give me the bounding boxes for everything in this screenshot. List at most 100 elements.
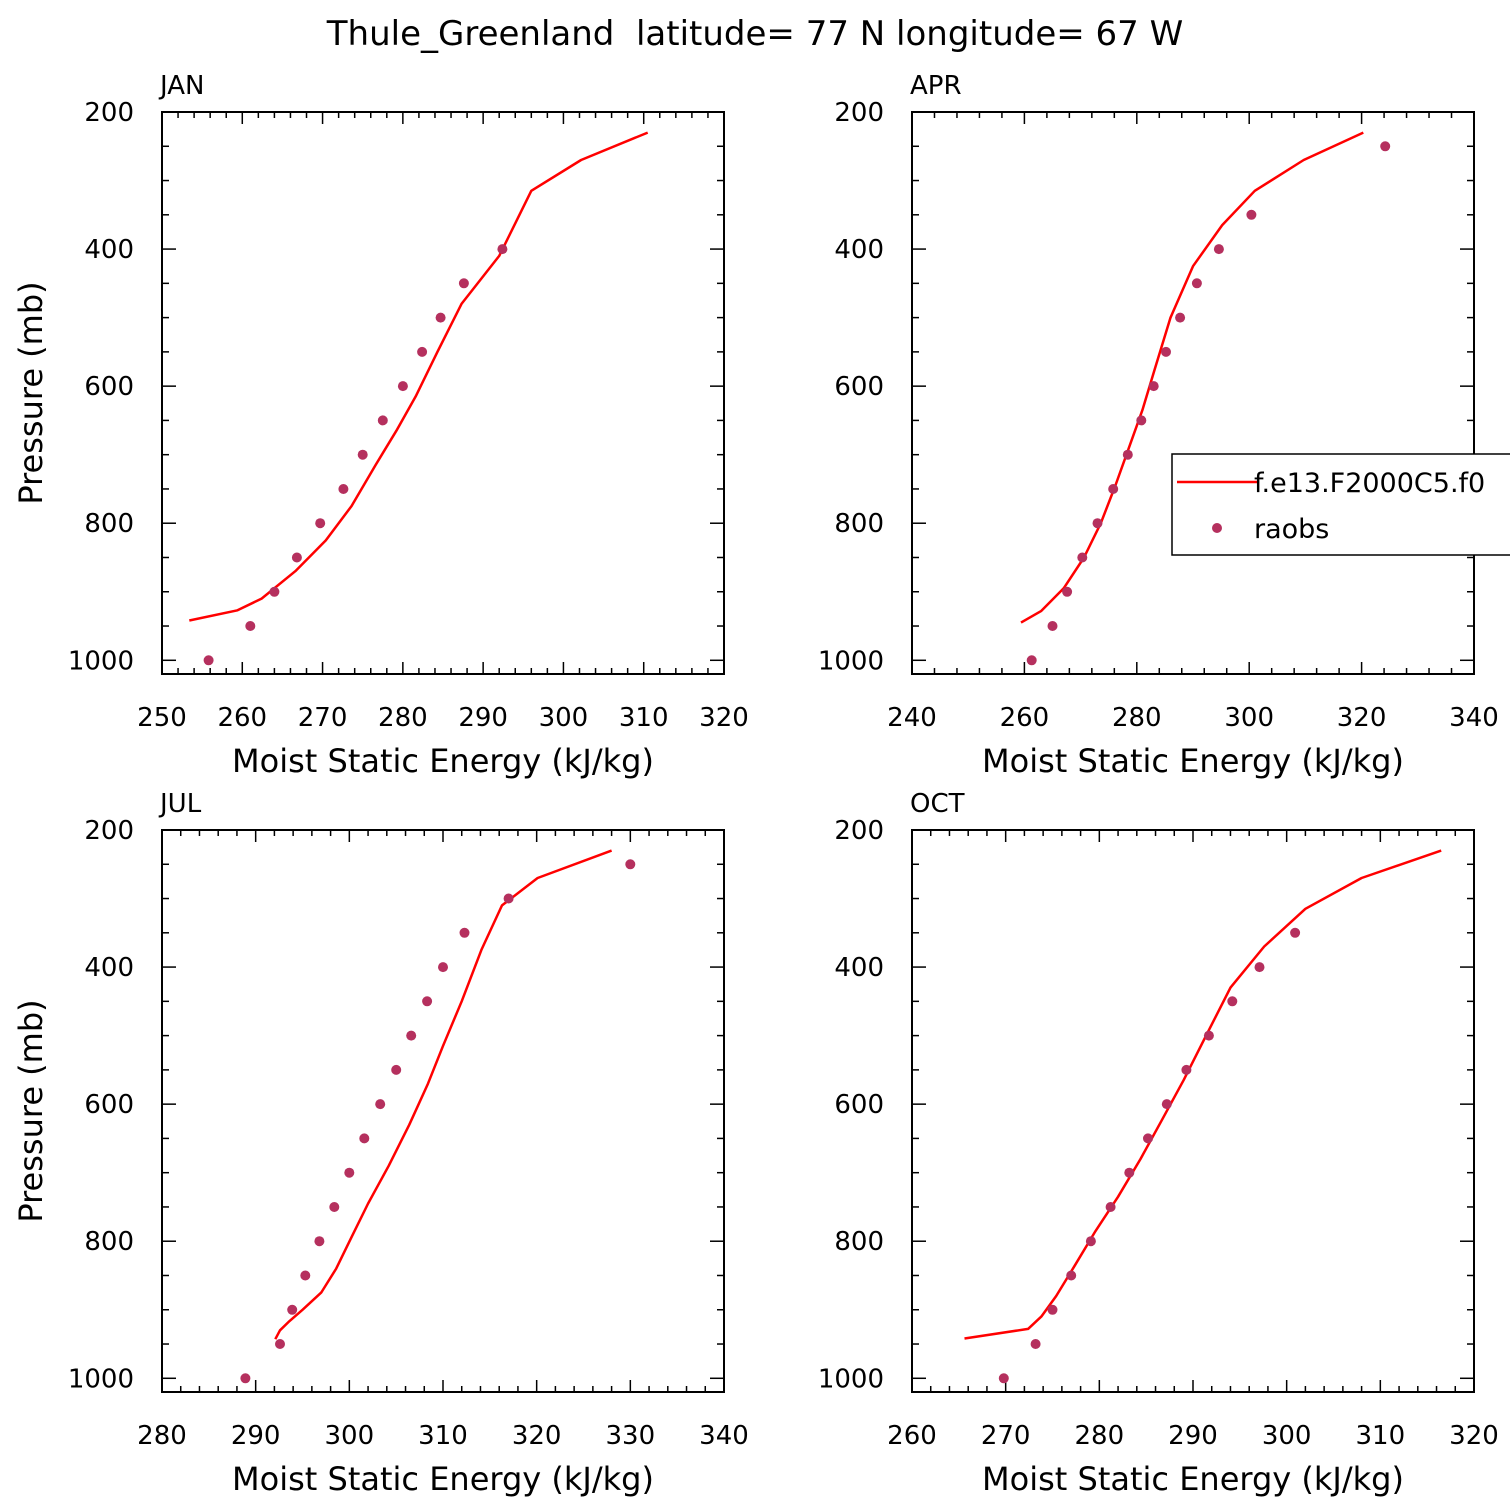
plot-frame [161, 829, 725, 1393]
raobs-point [275, 1339, 285, 1349]
y-axis-label: Pressure (mb) [12, 999, 50, 1222]
raobs-point [269, 586, 280, 597]
legend: f.e13.F2000C5.f0 raobs [1171, 453, 1510, 556]
raobs-point [998, 1373, 1009, 1384]
raobs-point [397, 381, 408, 392]
x-tick-label: 260 [217, 703, 267, 733]
y-tick-label: 400 [84, 235, 134, 265]
x-tick-label: 310 [619, 703, 669, 733]
raobs-point [300, 1270, 311, 1281]
y-tick-label: 600 [834, 1090, 884, 1120]
raobs-point [291, 552, 302, 563]
raobs-point [1246, 209, 1257, 220]
panel-label: OCT [910, 789, 965, 819]
y-tick-label: 1000 [818, 646, 884, 676]
x-axis-label: Moist Static Energy (kJ/kg) [982, 1460, 1404, 1498]
raobs-point [1136, 415, 1147, 426]
raobs-point [458, 278, 469, 289]
x-tick-label: 240 [887, 703, 937, 733]
raobs-point [1030, 1339, 1041, 1349]
raobs-point [1062, 586, 1073, 597]
raobs-point [1105, 1202, 1116, 1212]
raobs-point [1227, 996, 1238, 1007]
y-tick-label: 800 [834, 1227, 884, 1257]
raobs-point [1122, 449, 1133, 460]
raobs-point [625, 859, 636, 870]
panel-oct: 260 270 280 290 300 310 320 200 400 600 800 1000 OCT… [818, 789, 1499, 1498]
raobs-point [1085, 1236, 1096, 1247]
x-tick-label: 300 [1262, 1421, 1312, 1451]
x-tick-label: 340 [699, 1421, 749, 1451]
raobs-point [1108, 484, 1119, 494]
x-tick-label: 250 [137, 703, 187, 733]
model-profile-line [964, 849, 1442, 1340]
raobs-point [438, 962, 448, 973]
x-tick-label: 290 [1168, 1421, 1218, 1451]
y-tick-label: 600 [84, 1090, 134, 1120]
raobs-point [1191, 278, 1202, 289]
raobs-point [344, 1167, 355, 1178]
raobs-point [203, 655, 214, 666]
raobs-point [359, 1133, 370, 1144]
x-tick-label: 280 [1112, 703, 1162, 733]
panel-label: JAN [158, 71, 204, 101]
raobs-point [1161, 346, 1171, 357]
raobs-point [377, 415, 388, 426]
figure-title: Thule_Greenland latitude= 77 N longitude… [326, 14, 1183, 54]
x-tick-label: 270 [981, 1421, 1031, 1451]
x-tick-label: 280 [378, 703, 428, 733]
y-tick-label: 600 [834, 372, 884, 402]
y-tick-label: 200 [834, 816, 884, 846]
y-axis-label: Pressure (mb) [12, 281, 50, 504]
panel-label: JUL [158, 789, 202, 819]
y-tick-label: 800 [84, 1227, 134, 1257]
raobs-point [1181, 1064, 1192, 1075]
raobs-point [1203, 1030, 1214, 1041]
x-tick-label: 300 [539, 703, 589, 733]
y-tick-label: 200 [84, 98, 134, 128]
raobs-point [391, 1064, 402, 1075]
x-tick-label: 320 [512, 1421, 562, 1451]
y-tick-label: 400 [84, 953, 134, 983]
plot-frame [161, 111, 725, 675]
raobs-point [406, 1030, 417, 1041]
y-tick-label: 600 [84, 372, 134, 402]
model-profile-line [189, 131, 649, 622]
raobs-point [1175, 312, 1186, 323]
panel-apr: 240 260 280 300 320 340 200 400 600 800 1000 APR Moi… [818, 71, 1499, 780]
raobs-point [315, 518, 326, 529]
legend-label-model: f.e13.F2000C5.f0 [1254, 468, 1485, 499]
y-tick-label: 800 [84, 509, 134, 539]
raobs-point [1213, 244, 1224, 255]
plot-frame [911, 111, 1475, 675]
panel-jan: 250 260 270 280 290 300 310 320 200 400 600 800 1000… [12, 71, 749, 780]
raobs-point [497, 244, 508, 255]
legend-box [1171, 453, 1510, 556]
raobs-point [338, 484, 349, 494]
raobs-point [314, 1236, 325, 1247]
x-tick-label: 300 [1224, 703, 1274, 733]
raobs-point [1047, 621, 1058, 631]
raobs-point [1124, 1167, 1135, 1178]
raobs-point [1026, 655, 1037, 666]
raobs-point [503, 893, 514, 904]
x-tick-label: 280 [1075, 1421, 1125, 1451]
y-tick-label: 1000 [68, 1364, 134, 1394]
raobs-point [1148, 381, 1159, 392]
y-tick-label: 1000 [68, 646, 134, 676]
raobs-point [459, 927, 470, 938]
raobs-point [1066, 1270, 1077, 1281]
raobs-point [357, 449, 368, 460]
model-profile-line [1020, 131, 1364, 624]
model-profile-line [274, 849, 613, 1340]
x-tick-label: 320 [699, 703, 749, 733]
x-tick-label: 290 [231, 1421, 281, 1451]
x-tick-label: 310 [1356, 1421, 1406, 1451]
x-tick-label: 260 [887, 1421, 937, 1451]
x-axis-label: Moist Static Energy (kJ/kg) [982, 742, 1404, 780]
x-tick-label: 280 [137, 1421, 187, 1451]
raobs-point [245, 621, 256, 631]
x-tick-label: 260 [1000, 703, 1050, 733]
legend-marker-swatch [1212, 523, 1222, 533]
